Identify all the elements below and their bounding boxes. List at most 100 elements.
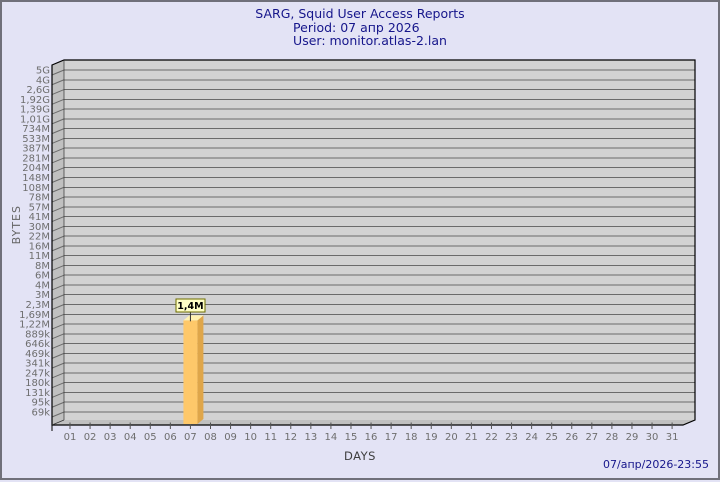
y-tick-mark: [51, 186, 65, 193]
y-tick-mark: [51, 294, 65, 301]
y-tick-label: 2,6G: [26, 85, 50, 96]
y-tick-mark: [51, 313, 65, 320]
x-axis-title: DAYS: [344, 449, 376, 463]
x-tick-label: 26: [565, 432, 578, 443]
report-timestamp: 07/апр/2026-23:55: [603, 458, 709, 471]
y-tick-label: 734M: [22, 124, 50, 135]
x-tick-label: 03: [104, 432, 117, 443]
x-tick-label: 30: [646, 432, 659, 443]
y-tick-mark: [51, 362, 65, 369]
y-tick-label: 8M: [35, 261, 50, 272]
y-tick-mark: [51, 157, 65, 164]
plot-area: [64, 60, 695, 420]
y-tick-mark: [51, 196, 65, 203]
y-tick-label: 1,92G: [20, 95, 50, 106]
y-tick-mark: [51, 118, 65, 125]
x-tick-label: 10: [244, 432, 257, 443]
y-tick-label: 646k: [25, 339, 50, 350]
y-tick-label: 1,22M: [19, 320, 50, 331]
bar-front-face: [183, 320, 198, 424]
x-tick-label: 28: [606, 432, 619, 443]
x-tick-label: 07: [184, 432, 197, 443]
y-tick-mark: [51, 255, 65, 262]
bar-value-label: 1,4M: [177, 301, 203, 312]
y-tick-mark: [51, 98, 65, 105]
x-tick-label: 17: [385, 432, 398, 443]
x-tick-label: 05: [144, 432, 157, 443]
y-tick-mark: [51, 333, 65, 340]
y-tick-mark: [51, 235, 65, 242]
y-tick-mark: [51, 177, 65, 183]
y-tick-label: 281M: [22, 153, 50, 164]
bar-value-box: [175, 298, 206, 313]
y-tick-label: 247k: [25, 368, 50, 379]
y-tick-mark: [51, 372, 65, 379]
y-tick-label: 204M: [22, 163, 50, 174]
x-tick-label: 23: [505, 432, 518, 443]
x-tick-label: 14: [325, 432, 338, 443]
y-tick-mark: [51, 323, 65, 330]
y-tick-mark: [51, 137, 65, 144]
x-tick-label: 08: [204, 432, 217, 443]
y-tick-mark: [51, 382, 65, 389]
y-tick-mark: [51, 225, 65, 232]
y-tick-label: 16M: [29, 241, 50, 252]
x-tick-label: 31: [666, 432, 679, 443]
y-tick-mark: [51, 108, 65, 115]
x-tick-label: 02: [84, 432, 97, 443]
y-tick-label: 1,39G: [20, 105, 50, 116]
y-tick-label: 3M: [35, 290, 50, 301]
y-tick-label: 57M: [29, 202, 50, 213]
y-tick-mark: [51, 411, 65, 418]
chart-base: [52, 420, 695, 425]
y-tick-label: 4M: [35, 280, 50, 291]
y-axis-title: BYTES: [10, 205, 23, 245]
y-tick-mark: [51, 69, 65, 76]
y-tick-label: 148M: [22, 173, 50, 184]
x-tick-label: 01: [64, 432, 77, 443]
y-tick-mark: [51, 401, 65, 408]
y-tick-mark: [51, 304, 65, 310]
y-tick-label: 341k: [25, 359, 50, 370]
y-tick-label: 469k: [25, 349, 50, 360]
x-tick-label: 11: [264, 432, 277, 443]
y-tick-label: 6M: [35, 271, 50, 282]
x-tick-label: 04: [124, 432, 137, 443]
y-tick-label: 108M: [22, 183, 50, 194]
y-tick-mark: [51, 167, 65, 174]
y-tick-label: 889k: [25, 329, 50, 340]
bar-side-face: [197, 315, 204, 424]
x-tick-label: 29: [626, 432, 639, 443]
y-tick-mark: [51, 216, 65, 223]
x-tick-label: 21: [465, 432, 478, 443]
y-tick-label: 4G: [36, 75, 50, 86]
x-tick-label: 16: [365, 432, 378, 443]
base-wall-edge: [51, 419, 65, 426]
x-tick-label: 22: [485, 432, 498, 443]
y-tick-mark: [51, 89, 65, 96]
x-tick-label: 15: [345, 432, 358, 443]
x-tick-label: 25: [545, 432, 558, 443]
y-tick-label: 1,69M: [19, 310, 50, 321]
y-tick-label: 95k: [31, 398, 50, 409]
y-tick-mark: [51, 352, 65, 359]
y-tick-label: 78M: [29, 193, 50, 204]
y-tick-mark: [51, 206, 65, 213]
x-tick-label: 24: [525, 432, 538, 443]
y-tick-mark: [51, 245, 65, 252]
chart-subtitle-block: Period: 07 апр 2026 User: monitor.atlas-…: [293, 20, 447, 48]
bar-top-face: [183, 315, 204, 321]
x-tick-label: 09: [224, 432, 237, 443]
y-tick-mark: [51, 343, 65, 350]
y-tick-mark: [51, 274, 65, 281]
y-tick-label: 22M: [29, 232, 50, 243]
y-tick-mark: [51, 264, 65, 271]
y-tick-label: 11M: [29, 251, 50, 262]
y-tick-label: 387M: [22, 144, 50, 155]
x-tick-label: 12: [284, 432, 297, 443]
x-tick-label: 13: [304, 432, 317, 443]
y-tick-label: 131k: [25, 388, 50, 399]
x-tick-label: 19: [425, 432, 438, 443]
x-tick-label: 20: [445, 432, 458, 443]
